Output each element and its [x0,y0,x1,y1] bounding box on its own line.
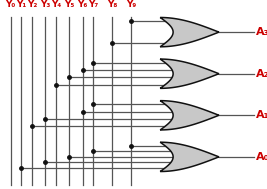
Polygon shape [160,101,219,130]
Text: A₂: A₂ [256,69,267,79]
Text: Y₇: Y₇ [88,0,99,9]
Polygon shape [160,142,219,172]
Text: A₀: A₀ [256,152,267,162]
Text: Y₄: Y₄ [51,0,61,9]
Text: A₁: A₁ [256,110,267,120]
Polygon shape [160,59,219,88]
Text: Y₈: Y₈ [107,0,117,9]
Text: Y₂: Y₂ [27,0,37,9]
Polygon shape [160,18,219,47]
Text: A₃: A₃ [256,27,267,37]
Text: Y₃: Y₃ [40,0,50,9]
Text: Y₆: Y₆ [78,0,88,9]
Text: Y₀: Y₀ [6,0,16,9]
Text: Y₅: Y₅ [64,0,74,9]
Text: Y₉: Y₉ [126,0,136,9]
Text: Y₁: Y₁ [16,0,26,9]
